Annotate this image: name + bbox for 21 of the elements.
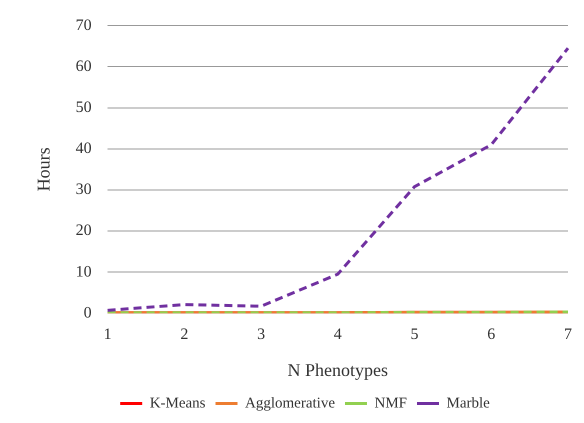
y-tick-label: 60 xyxy=(76,58,92,75)
legend-label: Agglomerative xyxy=(245,395,336,412)
y-axis-title: Hours xyxy=(34,147,54,192)
x-tick-label: 7 xyxy=(564,326,572,344)
legend-label: Marble xyxy=(446,395,490,412)
x-tick-label: 6 xyxy=(487,326,496,344)
x-tick-label: 1 xyxy=(104,326,112,344)
y-tick-label: 40 xyxy=(76,140,92,158)
legend-label: NMF xyxy=(374,395,407,412)
y-tick-label: 30 xyxy=(76,181,92,198)
x-tick-label: 4 xyxy=(334,326,342,344)
x-tick-label: 3 xyxy=(257,326,266,344)
x-tick-label: 5 xyxy=(410,326,419,344)
x-axis-title: N Phenotypes xyxy=(288,360,388,380)
legend-label: K-Means xyxy=(150,395,206,412)
y-tick-label: 10 xyxy=(76,263,92,280)
x-tick-label: 2 xyxy=(180,326,188,344)
y-tick-label: 70 xyxy=(76,16,92,34)
y-tick-label: 0 xyxy=(84,304,92,322)
y-tick-label: 20 xyxy=(76,222,92,240)
y-tick-label: 50 xyxy=(76,98,92,116)
